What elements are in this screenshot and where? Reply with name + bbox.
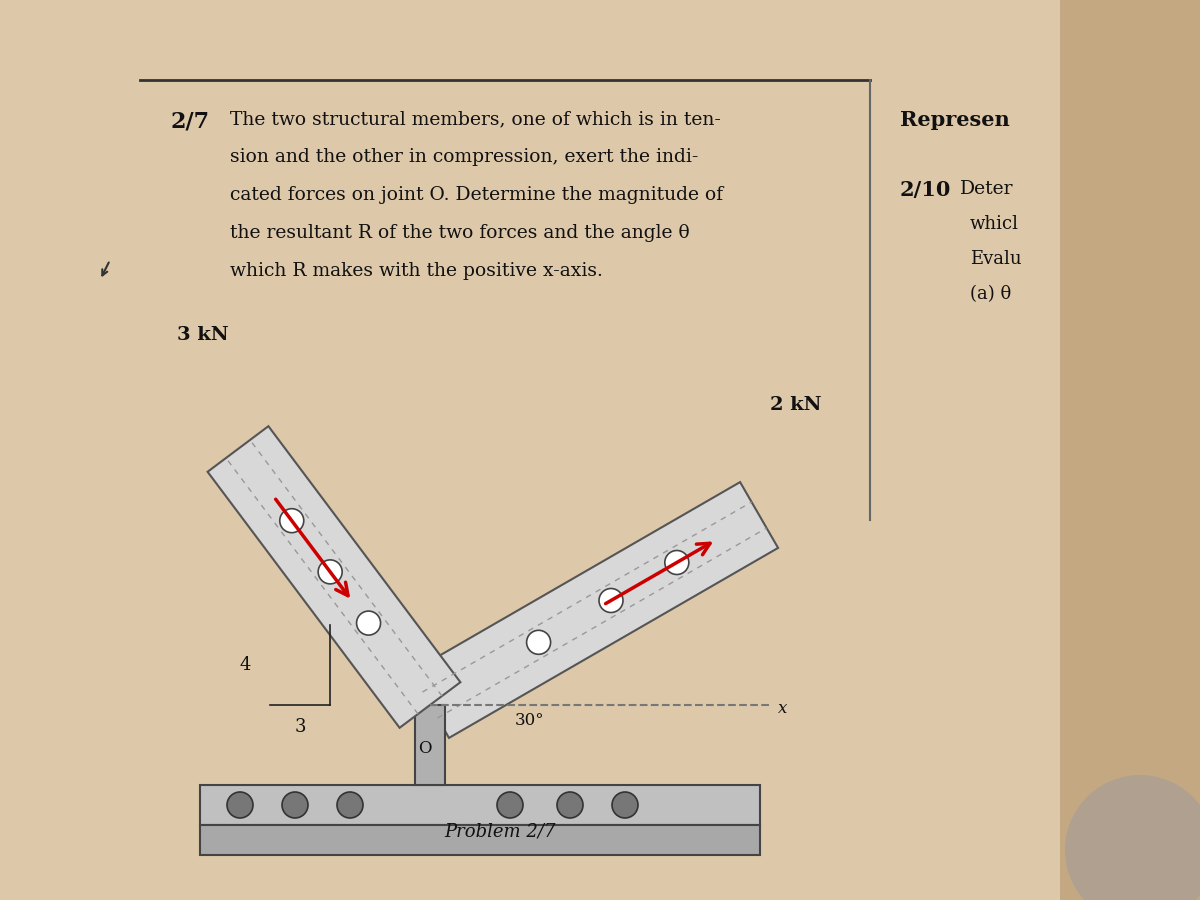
Polygon shape — [208, 427, 461, 728]
Circle shape — [282, 792, 308, 818]
Text: 30°: 30° — [515, 712, 545, 729]
Text: which R makes with the positive x-axis.: which R makes with the positive x-axis. — [230, 262, 602, 280]
Polygon shape — [410, 482, 778, 738]
Text: cated forces on joint O. Determine the magnitude of: cated forces on joint O. Determine the m… — [230, 186, 724, 204]
Text: Evalu: Evalu — [970, 250, 1021, 268]
Bar — [0, 0, 1060, 900]
Circle shape — [318, 560, 342, 584]
Text: O: O — [419, 740, 432, 757]
Text: x: x — [778, 700, 787, 717]
Text: sion and the other in compression, exert the indi-: sion and the other in compression, exert… — [230, 148, 698, 166]
Text: (a) θ: (a) θ — [970, 285, 1012, 303]
Circle shape — [557, 792, 583, 818]
Circle shape — [497, 792, 523, 818]
Circle shape — [337, 792, 364, 818]
Bar — [1060, 0, 1200, 900]
Bar — [200, 825, 760, 855]
Circle shape — [527, 630, 551, 654]
Text: The two structural members, one of which is in ten-: The two structural members, one of which… — [230, 110, 721, 128]
Text: whicl: whicl — [970, 215, 1019, 233]
Text: 4: 4 — [239, 656, 251, 674]
Circle shape — [280, 508, 304, 533]
Text: 3: 3 — [294, 718, 306, 736]
Text: Represen: Represen — [900, 110, 1009, 130]
Text: Problem 2/7: Problem 2/7 — [444, 822, 556, 840]
Text: 2/7: 2/7 — [170, 110, 209, 132]
Bar — [415, 705, 445, 785]
Circle shape — [665, 551, 689, 574]
Circle shape — [599, 589, 623, 613]
Circle shape — [612, 792, 638, 818]
Text: Deter: Deter — [960, 180, 1014, 198]
Text: the resultant R of the two forces and the angle θ: the resultant R of the two forces and th… — [230, 224, 690, 242]
Text: 3 kN: 3 kN — [178, 326, 229, 344]
Circle shape — [1066, 775, 1200, 900]
Circle shape — [227, 792, 253, 818]
Circle shape — [356, 611, 380, 635]
Text: 2 kN: 2 kN — [770, 396, 822, 414]
Text: 2/10: 2/10 — [900, 180, 952, 200]
Bar — [200, 785, 760, 825]
